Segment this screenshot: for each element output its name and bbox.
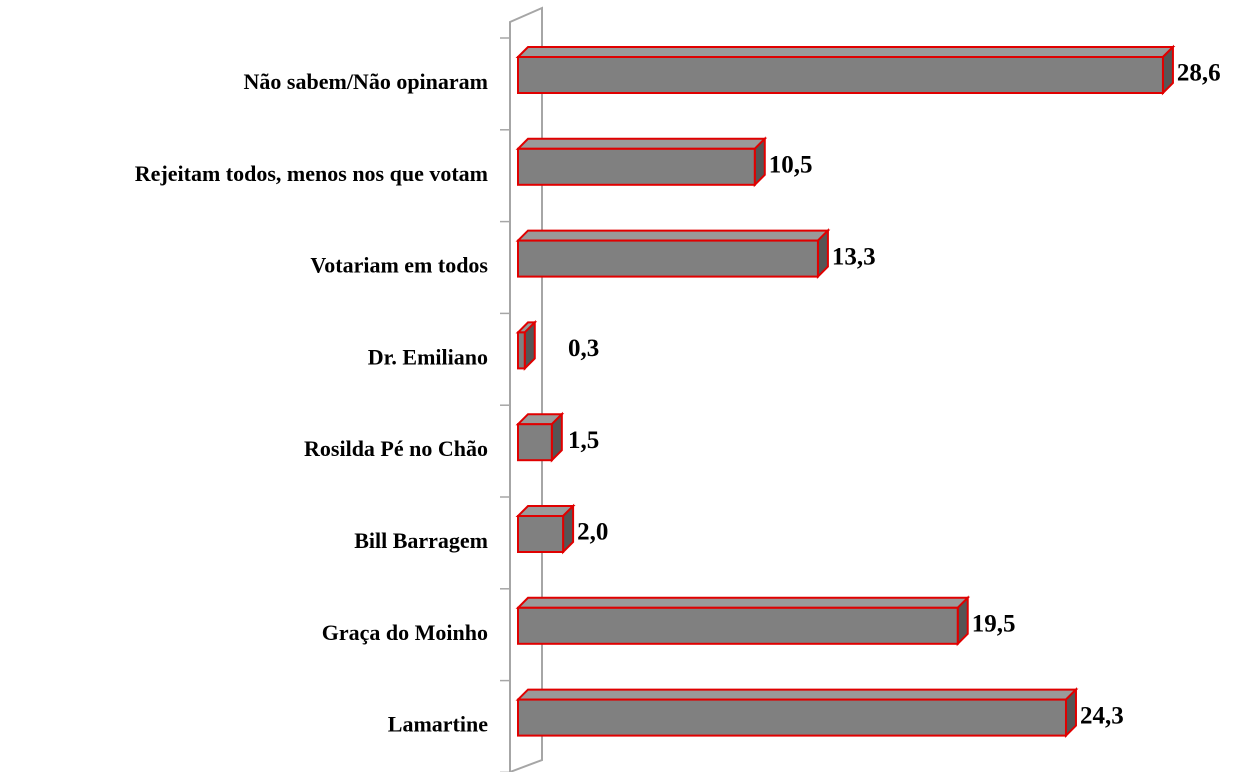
category-label: Não sabem/Não opinaram <box>244 69 488 94</box>
bar <box>517 606 959 645</box>
value-label: 28,6 <box>1177 60 1221 87</box>
category-label: Lamartine <box>388 712 488 737</box>
category-label: Dr. Emiliano <box>368 344 488 369</box>
axis-wall <box>509 6 543 772</box>
value-label: 13,3 <box>832 243 876 270</box>
bar <box>517 147 756 186</box>
bar <box>517 331 526 370</box>
bar <box>517 423 553 462</box>
bar <box>517 239 819 278</box>
value-label: 0,3 <box>568 335 599 362</box>
bar-top <box>515 688 1079 701</box>
category-label: Graça do Moinho <box>322 620 488 645</box>
value-label: 19,5 <box>972 611 1016 638</box>
bar-top <box>515 46 1176 58</box>
category-label: Bill Barragem <box>354 528 488 553</box>
bar <box>517 698 1067 737</box>
bar <box>517 515 565 553</box>
category-label: Rejeitam todos, menos nos que votam <box>135 161 488 186</box>
bar-top <box>515 596 971 609</box>
bar <box>517 56 1164 94</box>
value-label: 10,5 <box>769 152 813 179</box>
value-label: 2,0 <box>577 519 608 546</box>
value-label: 1,5 <box>568 427 599 454</box>
bar-top <box>515 229 831 242</box>
bar-top <box>515 137 768 150</box>
category-label: Votariam em todos <box>310 253 488 278</box>
value-label: 24,3 <box>1080 702 1124 729</box>
category-label: Rosilda Pé no Chão <box>304 436 488 461</box>
